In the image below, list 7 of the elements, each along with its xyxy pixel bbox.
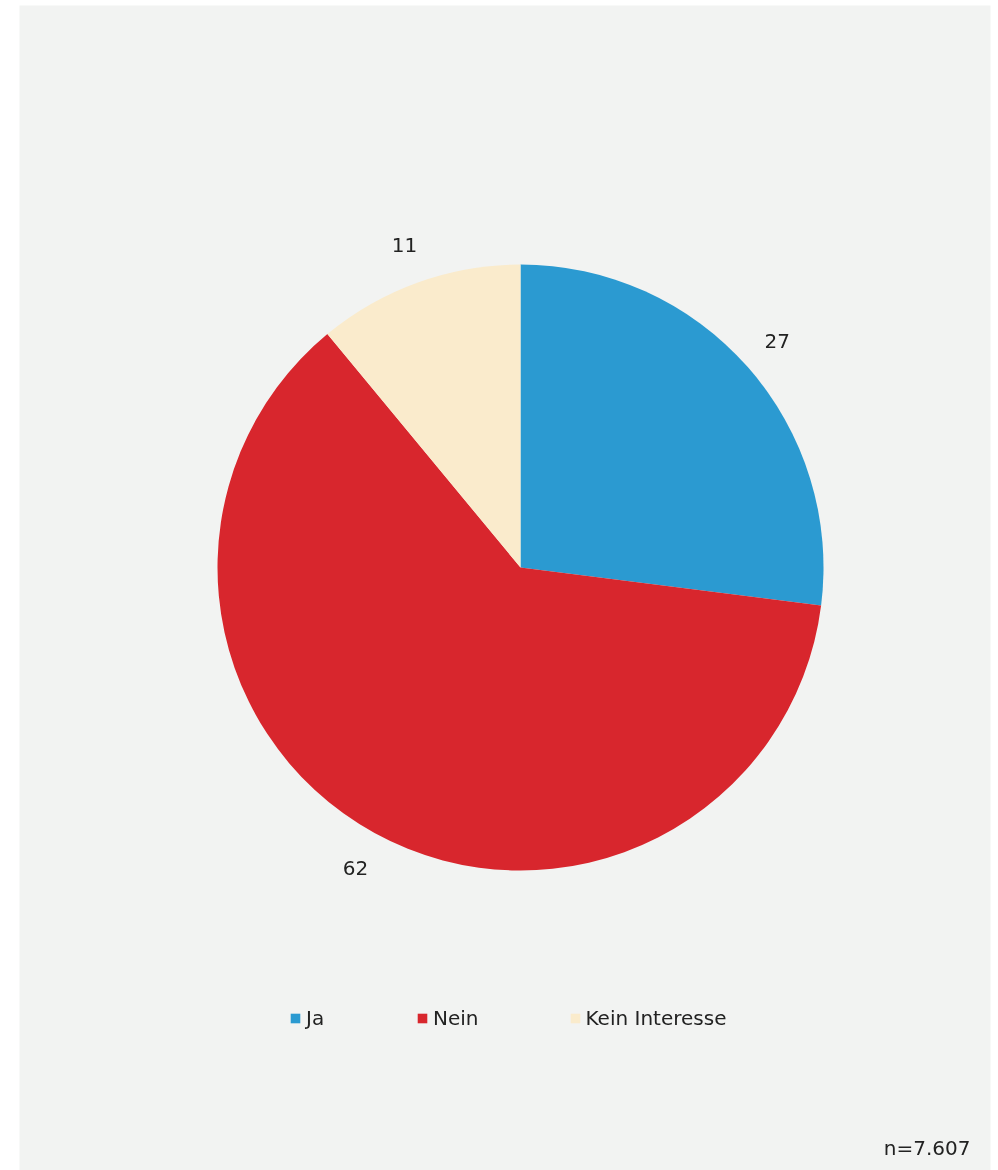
data-label: 27 <box>764 329 791 354</box>
legend-label: Kein Interesse <box>585 1006 727 1030</box>
data-label: 11 <box>391 233 418 258</box>
legend-label: Nein <box>433 1006 479 1030</box>
legend-label: Ja <box>306 1006 326 1030</box>
text: n=7.607 <box>883 1135 971 1160</box>
data-label: 62 <box>342 855 369 880</box>
